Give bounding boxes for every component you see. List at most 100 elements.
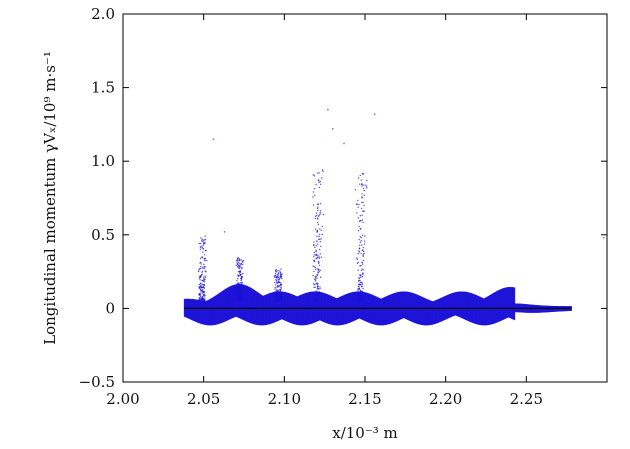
particle-point [201,245,203,247]
particle-point [238,283,240,285]
particle-point [201,283,204,285]
particle-point [362,187,365,190]
particle-point [241,294,243,296]
particle-point [279,284,281,287]
particle-point [319,228,321,230]
particle-point [203,298,206,300]
particle-point [316,229,319,232]
particle-point [236,283,238,285]
particle-point [314,284,316,286]
particle-point [314,277,317,279]
particle-point [358,280,360,282]
particle-point [235,290,238,292]
particle-point [312,174,314,176]
particle-point [319,269,321,271]
particle-point [203,257,206,260]
outlier-point [223,230,226,233]
particle-point [319,213,321,215]
particle-point [278,277,281,280]
particle-point [204,296,206,298]
particle-point [238,258,240,260]
particle-point [360,207,363,210]
particle-point [236,261,238,263]
particle-point [277,274,279,277]
particle-point [204,266,206,268]
particle-point [357,253,359,255]
particle-point [236,299,238,301]
particle-point [237,285,239,288]
particle-point [317,291,319,293]
particle-point [358,297,361,300]
particle-point [200,242,202,245]
particle-point [357,300,360,302]
particle-point [360,239,363,242]
particle-point [318,181,320,184]
particle-point [240,293,243,295]
outlier-point [326,108,329,111]
particle-point [201,300,204,302]
particle-point [357,293,360,295]
particle-point [275,284,277,286]
particle-point [313,266,315,268]
particle-point [359,174,361,177]
particle-point [317,179,319,181]
particle-point [240,273,243,275]
particle-point [279,299,282,302]
particle-point [198,269,200,271]
particle-point [321,225,323,228]
particle-point [320,238,322,240]
particle-point [314,215,317,217]
particle-point [319,233,321,236]
particle-point [362,298,364,300]
particle-point [361,196,363,198]
particle-point [240,263,242,265]
particle-point [237,298,240,301]
particle-point [319,276,322,278]
particle-point [315,254,318,256]
particle-point [200,299,203,301]
particle-point [361,249,364,252]
particle-point [205,260,208,262]
particle-point [360,228,362,230]
particle-point [312,283,315,285]
particle-point [357,199,359,202]
particle-point [364,184,366,186]
particle-point [236,280,238,282]
particle-point [201,298,203,300]
particle-point [315,290,317,292]
particle-point [313,251,316,254]
particle-point [358,291,360,293]
particle-point [363,210,365,212]
particle-point [314,275,317,278]
particle-point [201,240,203,243]
particle-point [201,286,203,289]
particle-point [315,293,317,296]
particle-point [204,270,206,272]
particle-point [277,276,279,278]
particle-point [316,235,318,237]
particle-point [200,284,202,287]
particle-point [276,290,278,293]
outlier-point [373,113,376,115]
particle-point [319,298,321,301]
particle-point [204,275,206,277]
y-tick-label: 0.5 [91,226,115,244]
particle-point [319,183,322,185]
particle-point [278,291,281,293]
particle-point [317,268,319,270]
particle-point [356,258,359,260]
y-tick-label: 1.5 [91,79,115,97]
particle-point [360,252,362,255]
particle-point [313,175,316,177]
x-tick-label: 2.00 [106,390,139,408]
particle-point [357,298,360,301]
outlier-point [331,127,334,130]
particle-point [275,300,278,302]
particle-point [235,294,238,296]
particle-point [202,266,204,268]
particle-point [275,276,277,278]
particle-point [358,226,360,228]
particle-point [315,249,317,252]
particle-point [273,297,276,299]
particle-point [362,291,364,294]
